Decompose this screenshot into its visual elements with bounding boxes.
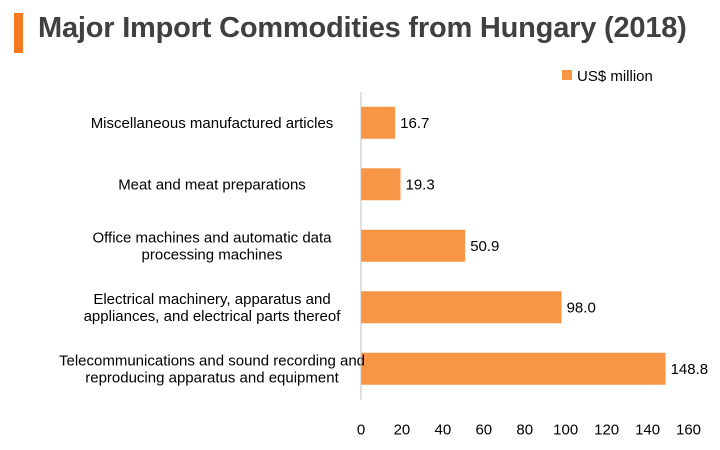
category-label: Telecommunications and sound recording a… [59,352,365,369]
category-label: processing machines [142,246,283,263]
category-label: appliances, and electrical parts thereof [84,308,342,325]
data-label: 50.9 [470,238,499,255]
legend: US$ million [562,68,653,85]
x-tick-label: 40 [435,422,452,439]
bar [361,106,396,139]
data-label: 98.0 [567,299,596,316]
chart-title: Major Import Commodities from Hungary (2… [38,12,687,44]
data-label: 16.7 [400,115,429,132]
bar [361,291,562,324]
bar [361,352,666,385]
category-label: reproducing apparatus and equipment [85,369,339,386]
x-tick-label: 60 [475,422,492,439]
x-tick-label: 20 [394,422,411,439]
bars-group: 16.7 19.3 50.9 98.0 148.8 [361,106,709,385]
x-tick-label: 100 [553,422,578,439]
data-label: 19.3 [406,176,435,193]
x-tick-label: 0 [357,422,365,439]
x-tick-label: 80 [516,422,533,439]
title-accent-bar [14,13,23,53]
bar [361,229,466,262]
category-label: Electrical machinery, apparatus and [93,291,330,308]
category-labels: Miscellaneous manufactured articles Meat … [59,115,365,387]
category-label: Meat and meat preparations [118,176,306,193]
legend-label: US$ million [577,68,653,85]
x-axis: 0 20 40 60 80 100 120 140 160 [357,92,701,439]
x-tick-label: 120 [594,422,619,439]
legend-swatch [562,70,572,80]
x-tick-label: 140 [635,422,660,439]
x-tick-label: 160 [676,422,701,439]
bar [361,168,401,201]
category-label: Office machines and automatic data [92,229,332,246]
data-label: 148.8 [671,361,709,378]
category-label: Miscellaneous manufactured articles [91,115,334,132]
